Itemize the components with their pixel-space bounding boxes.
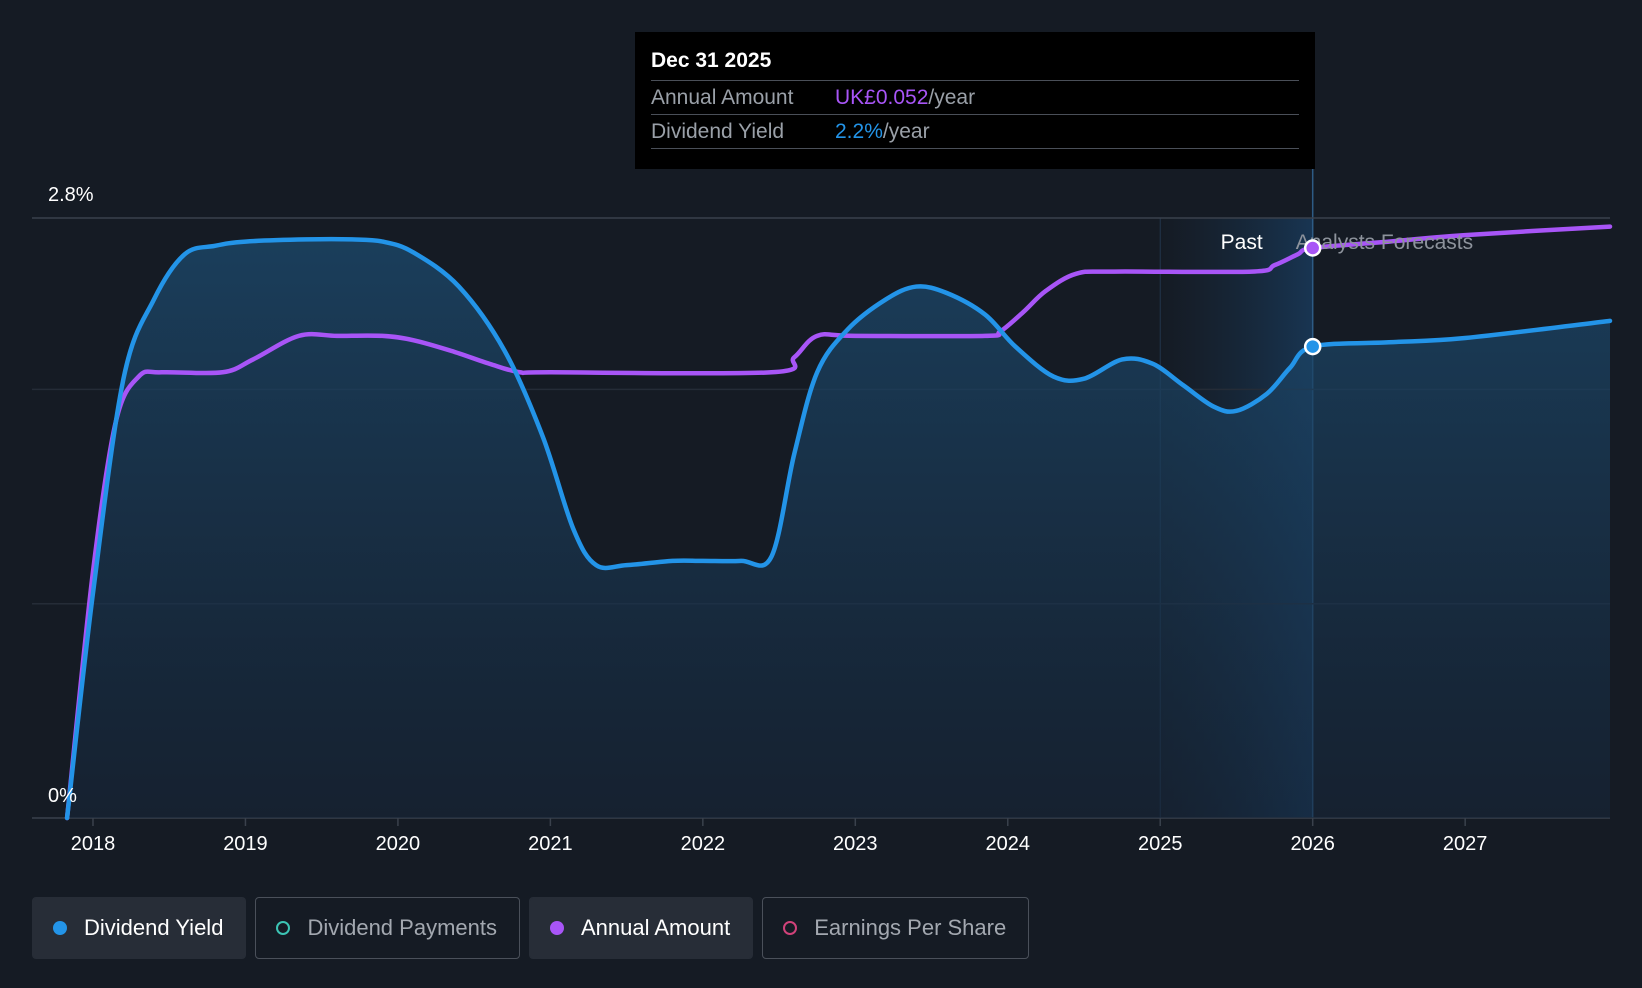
- legend-ring-icon: [276, 921, 291, 935]
- x-tick-label: 2022: [681, 833, 726, 855]
- legend-dividend-yield[interactable]: Dividend Yield: [32, 897, 247, 959]
- legend-label: Dividend Payments: [307, 915, 497, 940]
- y-tick-label: 2.8%: [48, 184, 94, 206]
- tooltip-annual-row: Annual Amount UK£0.052/year: [651, 80, 1299, 114]
- annual-amount-line: [64, 224, 1613, 821]
- tooltip-annual-value: UK£0.052: [835, 86, 929, 109]
- annual-amount-marker: [1303, 239, 1322, 257]
- legend-annual-amount[interactable]: Annual Amount: [528, 897, 754, 959]
- x-tick-label: 2021: [528, 833, 573, 855]
- tooltip-yield-row: Dividend Yield 2.2%/year: [651, 114, 1299, 149]
- legend-label: Earnings Per Share: [814, 915, 1007, 940]
- tooltip-annual-label: Annual Amount: [651, 86, 794, 109]
- y-tick-label: 0%: [48, 785, 77, 807]
- tooltip-yield-value: 2.2%: [835, 120, 883, 143]
- x-tick-label: 2027: [1443, 833, 1488, 855]
- legend-ring-icon: [783, 921, 798, 935]
- analysts-forecasts-label: Analysts Forecasts: [1296, 231, 1473, 254]
- x-tick-label: 2025: [1138, 833, 1183, 855]
- x-tick-label: 2026: [1290, 833, 1335, 855]
- legend: Dividend Yield Dividend Payments Annual …: [32, 897, 1030, 959]
- x-tick-label: 2020: [376, 833, 421, 855]
- tooltip-yield-unit: /year: [882, 120, 930, 143]
- dividend-yield-marker: [1303, 337, 1322, 356]
- legend-label: Dividend Yield: [84, 915, 224, 940]
- legend-dot-icon: [53, 921, 67, 935]
- x-tick-label: 2023: [833, 833, 878, 855]
- legend-label: Annual Amount: [580, 915, 731, 940]
- x-tick-label: 2019: [223, 833, 268, 855]
- tooltip-annual-unit: /year: [928, 86, 976, 109]
- tooltip-date: Dec 31 2025: [651, 49, 772, 72]
- tooltip-yield-label: Dividend Yield: [651, 120, 785, 143]
- x-tick-label: 2018: [71, 833, 116, 855]
- legend-earnings-per-share[interactable]: Earnings Per Share: [762, 897, 1030, 959]
- legend-dividend-payments[interactable]: Dividend Payments: [255, 897, 520, 959]
- tooltip: Dec 31 2025 Annual Amount UK£0.052/year …: [635, 32, 1315, 169]
- dividend-yield-area: [67, 239, 1611, 818]
- x-tick-label: 2024: [986, 833, 1031, 855]
- past-label: Past: [1221, 231, 1263, 254]
- legend-dot-icon: [549, 921, 564, 935]
- dividend-yield-line: [64, 236, 1613, 821]
